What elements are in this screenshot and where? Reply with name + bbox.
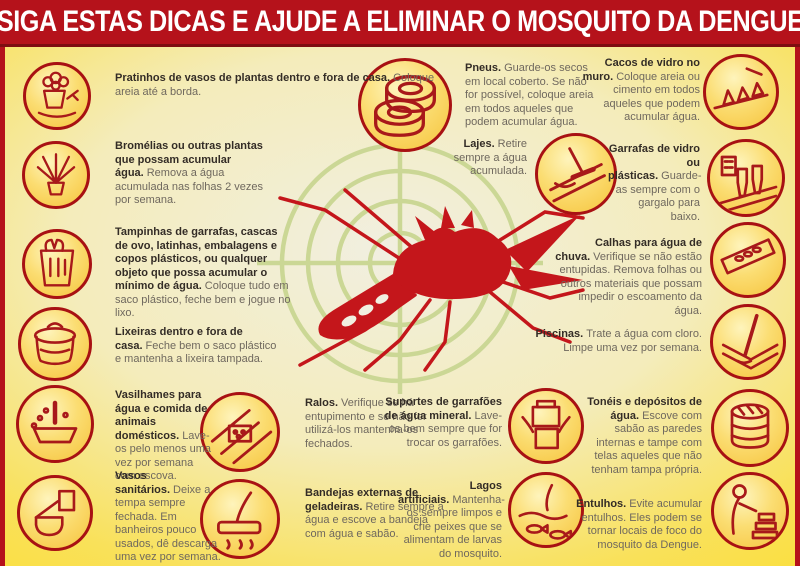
tip-body: Lave-os bem sempre que for trocar os gar… xyxy=(388,409,502,449)
tip-vasos-sanitarios: Vasos sanitários. Deixe a tempa sempre fe… xyxy=(115,470,221,565)
poster-header: SIGA ESTAS DICAS E AJUDE A ELIMINAR O MO… xyxy=(0,0,800,47)
tip-body: Guarde-as sempre com o gargalo para baix… xyxy=(615,170,702,223)
tip-title: Ralos. xyxy=(305,397,339,409)
flower-pot-icon xyxy=(23,62,91,130)
tip-lajes: Lajes. Retire sempre a água acumulada. xyxy=(445,138,527,179)
rubble-icon xyxy=(711,472,789,550)
tip-body: Coloque areia ou cimento em todos aquele… xyxy=(603,70,700,124)
artificial-lake-icon xyxy=(508,472,584,548)
tip-lixeiras: Lixeiras dentro e fora de casa. Feche bem… xyxy=(115,326,281,367)
tip-title: Tampinhas de garrafas, cascas de ovo, la… xyxy=(115,226,278,292)
bromeliad-icon xyxy=(22,141,90,209)
tires-icon xyxy=(358,58,452,152)
rain-gutter-icon xyxy=(710,222,786,298)
pet-bowl-icon xyxy=(16,385,94,463)
tip-ralos: Ralos. Verifique se há entupimento e se n… xyxy=(305,397,431,451)
tip-title: Lagos artificiais. xyxy=(398,480,502,506)
bottles-icon xyxy=(707,139,785,217)
tip-pratinhos: Pratinhos de vasos de plantas dentro e f… xyxy=(115,72,460,99)
tip-tampinhas: Tampinhas de garrafas, cascas de ovo, la… xyxy=(115,226,291,321)
tip-bromelias: Bromélias ou outras plantas que possam a… xyxy=(115,140,281,208)
tip-body: Coloque areia até a borda. xyxy=(115,72,435,98)
tip-body: Verifique se não estão entupidas. Remova… xyxy=(559,250,702,317)
tip-body: Mantenha-os sempre limpos e crie peixes … xyxy=(403,493,505,560)
roof-slab-icon xyxy=(535,133,617,215)
tip-suportes-garrafoes: Suportes de garrafões de água mineral. La… xyxy=(382,396,502,450)
fridge-tray-icon xyxy=(200,479,280,559)
right-border xyxy=(795,0,800,566)
tip-title: Lixeiras dentro e fora de casa. xyxy=(115,326,243,352)
tip-body: Coloque tudo em saco plástico, feche bem… xyxy=(115,280,291,319)
tip-title: Pratinhos de vasos de plantas dentro e f… xyxy=(115,72,391,84)
plastic-bag-icon xyxy=(22,229,92,299)
toilet-icon xyxy=(17,475,93,551)
tip-title: Entulhos. xyxy=(576,498,627,510)
tip-title: Pneus. xyxy=(465,62,502,74)
water-jug-stand-icon xyxy=(508,388,584,464)
tip-title: Bandejas externas de geladeiras. xyxy=(305,487,419,513)
water-barrel-icon xyxy=(711,389,789,467)
tip-lagos-artificiais: Lagos artificiais. Mantenha-os sempre lim… xyxy=(398,480,505,561)
tip-body: Retire sempre a água acumulada. xyxy=(453,138,527,177)
swimming-pool-icon xyxy=(710,304,786,380)
tip-title: Vasilhames para água e comida de animais… xyxy=(115,389,208,442)
tip-title: Calhas para água de chuva. xyxy=(555,237,702,263)
drain-icon xyxy=(200,392,280,472)
glass-shards-icon xyxy=(703,54,779,130)
tip-title: Piscinas. xyxy=(535,328,584,340)
mosquito-icon xyxy=(278,188,585,372)
tip-toneis: Tonéis e depósitos de água. Escove com sa… xyxy=(585,396,702,477)
tip-piscinas: Piscinas. Trate a água com cloro. Limpe u… xyxy=(532,328,702,355)
tip-calhas: Calhas para água de chuva. Verifique se n… xyxy=(550,237,702,318)
tip-body: Escove com sabão as paredes internas e t… xyxy=(591,409,702,476)
tip-title: Lajes. xyxy=(463,138,495,150)
tip-entulhos: Entulhos. Evite acumular entulhos. Eles p… xyxy=(572,498,702,552)
tip-title: Tonéis e depósitos de água. xyxy=(587,396,702,422)
tip-title: Cacos de vidro no muro. xyxy=(582,57,700,83)
tip-body: Retire sempre a água e escove a bandeja … xyxy=(305,500,444,540)
tip-body: Verifique se há entupimento e se não for… xyxy=(305,397,427,450)
tip-body: Lave-os pelo menos uma vez por semana co… xyxy=(115,429,211,483)
trash-bin-icon xyxy=(18,307,92,381)
poster-title: SIGA ESTAS DICAS E AJUDE A ELIMINAR O MO… xyxy=(0,5,800,38)
tip-body: Guarde-os secos em local coberto. Se não… xyxy=(465,62,594,128)
tip-pneus: Pneus. Guarde-os secos em local coberto. … xyxy=(465,62,595,130)
tip-garrafas: Garrafas de vidro ou plásticas. Guarde-as… xyxy=(608,143,702,224)
tip-title: Vasos sanitários. xyxy=(115,470,171,496)
tip-bandejas: Bandejas externas de geladeiras. Retire s… xyxy=(305,487,451,541)
tip-body: Feche bem o saco plástico e mantenha a l… xyxy=(115,339,277,366)
tip-title: Bromélias ou outras plantas que possam a… xyxy=(115,140,263,179)
left-border xyxy=(0,0,5,566)
tip-vasilhames: Vasilhames para água e comida de animais… xyxy=(115,389,217,484)
tip-cacos-de-vidro: Cacos de vidro no muro. Coloque areia ou … xyxy=(572,57,700,125)
tip-title: Garrafas de vidro ou plásticas. xyxy=(608,143,700,182)
tip-body: Trate a água com cloro. Limpe uma vez po… xyxy=(563,328,702,354)
tip-body: Deixe a tempa sempre fechada. Em banheir… xyxy=(115,483,221,564)
tip-body: Evite acumular entulhos. Eles podem se t… xyxy=(581,498,702,551)
tip-body: Remova a água acumulada nas folhas 2 vez… xyxy=(115,167,263,206)
tip-title: Suportes de garrafões de água mineral. xyxy=(384,396,502,422)
